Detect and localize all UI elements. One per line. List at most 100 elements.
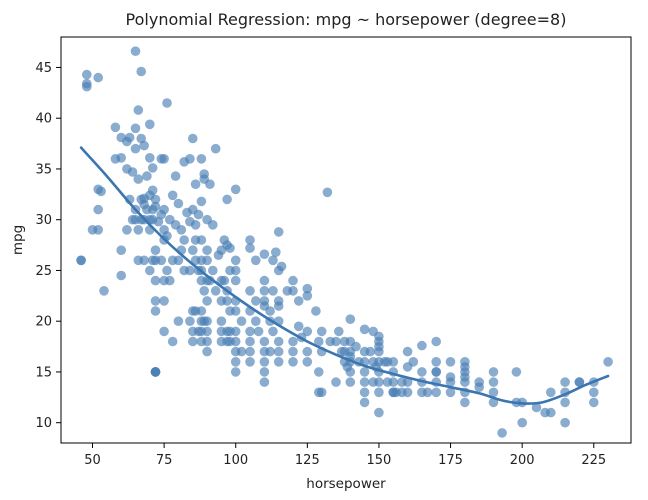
data-point — [273, 227, 284, 237]
data-point — [546, 387, 556, 398]
data-point — [245, 336, 255, 347]
data-point — [388, 387, 399, 398]
data-point — [145, 119, 155, 130]
data-point — [431, 336, 442, 347]
data-point — [402, 387, 413, 398]
y-tick-label: 45 — [35, 61, 52, 76]
data-point — [374, 387, 384, 398]
data-point — [288, 346, 298, 357]
y-tick-label: 40 — [35, 112, 52, 127]
data-point — [460, 372, 470, 382]
data-point — [574, 377, 585, 387]
x-tick-label: 125 — [295, 453, 320, 468]
data-point — [236, 316, 247, 327]
data-point — [345, 314, 356, 325]
data-point — [159, 154, 169, 164]
data-point — [202, 245, 212, 255]
data-point — [230, 326, 241, 337]
data-point — [259, 301, 270, 311]
data-point — [136, 66, 146, 77]
data-point — [271, 247, 281, 257]
data-point — [322, 187, 333, 198]
data-point — [173, 198, 184, 209]
data-point — [288, 357, 298, 367]
data-point — [273, 336, 284, 347]
data-point — [230, 357, 241, 367]
data-point — [245, 357, 255, 367]
data-point — [560, 397, 570, 408]
data-point — [397, 377, 407, 387]
data-point — [179, 235, 189, 245]
data-point — [589, 397, 599, 408]
data-point — [82, 69, 92, 80]
data-point — [374, 407, 384, 418]
data-point — [202, 326, 212, 337]
data-point — [208, 220, 218, 230]
data-point — [331, 377, 341, 387]
data-point — [190, 220, 201, 230]
data-point — [219, 275, 230, 286]
data-point — [251, 296, 261, 306]
data-point — [311, 306, 321, 316]
regression-fit-line — [79, 146, 610, 405]
data-point — [159, 204, 169, 215]
data-point — [488, 397, 499, 408]
data-point — [408, 357, 419, 367]
data-point — [316, 387, 327, 398]
data-point — [145, 153, 155, 163]
data-point — [230, 255, 241, 266]
data-point — [293, 296, 304, 306]
data-point — [222, 194, 232, 205]
x-tick-label: 200 — [510, 453, 535, 468]
data-point — [165, 275, 175, 286]
data-point — [273, 301, 284, 311]
data-point — [145, 265, 155, 276]
data-point — [273, 357, 284, 367]
data-point — [150, 194, 161, 205]
data-point — [76, 255, 86, 266]
data-point — [265, 346, 275, 357]
data-point — [445, 372, 456, 382]
data-point — [245, 326, 255, 337]
data-point — [202, 346, 212, 357]
data-point — [116, 153, 126, 163]
data-point — [130, 123, 141, 134]
data-point — [208, 265, 218, 276]
data-point — [210, 286, 221, 296]
data-point — [124, 132, 135, 143]
data-point — [139, 255, 149, 266]
data-point — [273, 346, 284, 357]
data-point — [497, 428, 507, 438]
data-point — [259, 367, 270, 377]
data-point — [193, 209, 204, 220]
data-point — [245, 346, 255, 357]
data-point — [268, 326, 278, 337]
data-point — [188, 245, 198, 255]
data-point — [222, 296, 232, 306]
data-point — [159, 296, 169, 306]
data-point — [302, 291, 313, 301]
y-tick-label: 25 — [35, 264, 52, 279]
y-axis-ticks: 10 15 20 25 30 35 40 45 — [35, 61, 61, 431]
data-point — [176, 225, 187, 235]
data-point — [99, 286, 109, 296]
data-point — [517, 417, 527, 428]
data-point — [474, 377, 485, 387]
data-point — [302, 346, 313, 357]
data-point — [173, 255, 184, 266]
data-point — [417, 367, 427, 377]
data-point — [216, 316, 227, 327]
data-point — [431, 387, 442, 398]
y-tick-label: 20 — [35, 315, 52, 330]
data-point — [589, 387, 599, 398]
plot-area — [60, 36, 632, 444]
data-point — [139, 140, 149, 151]
x-axis-ticks: 50 75 100 125 150 175 200 225 — [84, 443, 606, 468]
data-point — [147, 185, 158, 196]
data-point — [110, 122, 121, 133]
data-point — [162, 98, 172, 108]
data-point — [167, 190, 178, 201]
data-point — [230, 306, 241, 316]
